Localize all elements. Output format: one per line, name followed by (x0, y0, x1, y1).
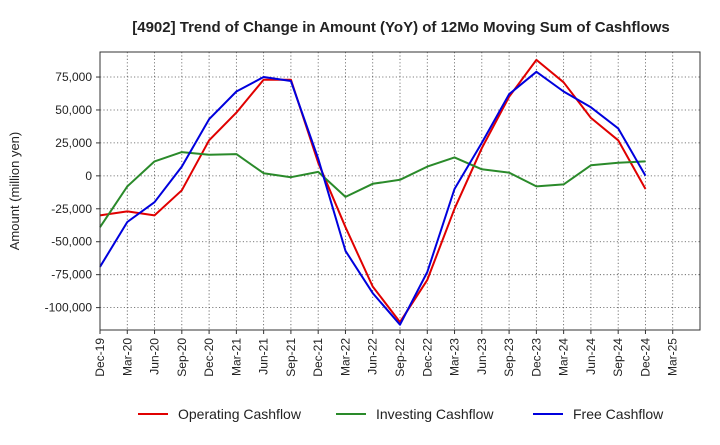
x-tick-label: Sep-23 (502, 338, 516, 377)
x-tick-label: Mar-20 (120, 338, 134, 376)
series-layer (99, 58, 647, 326)
x-tick-label: Jun-22 (366, 338, 380, 375)
x-tick-label: Sep-24 (611, 338, 625, 377)
y-axis-label: Amount (million yen) (7, 132, 22, 251)
x-tick-label: Dec-20 (202, 338, 216, 377)
series-line-free-cashflow (99, 70, 647, 326)
x-tick-label: Dec-23 (529, 338, 543, 377)
x-tick-label: Mar-24 (557, 338, 571, 376)
series-line-investing-cashflow (99, 151, 646, 228)
x-tick-label: Jun-24 (584, 338, 598, 375)
x-tick-labels: Dec-19 Mar-20 Jun-20 Sep-20 Dec-20 Mar-21 Jun-… (93, 330, 680, 377)
x-tick-label: Mar-23 (448, 338, 462, 376)
x-tick-label: Dec-24 (638, 338, 652, 377)
x-tick-label: Jun-23 (475, 338, 489, 375)
y-tick-label: 0 (85, 169, 92, 183)
x-tick-label: Mar-21 (229, 338, 243, 376)
legend-label-operating-cashflow: Operating Cashflow (178, 406, 302, 422)
x-tick-label: Sep-20 (175, 338, 189, 377)
x-tick-label: Dec-22 (420, 338, 434, 377)
y-tick-label: 50,000 (55, 103, 92, 117)
y-tick-label: 25,000 (55, 136, 92, 150)
y-tick-label: -25,000 (51, 202, 92, 216)
y-tick-label: 75,000 (55, 70, 92, 84)
x-tick-label: Dec-21 (311, 338, 325, 377)
chart-title: [4902] Trend of Change in Amount (YoY) o… (132, 19, 670, 36)
y-tick-label: -100,000 (45, 301, 93, 315)
x-tick-label: Jun-21 (257, 338, 271, 375)
x-tick-label: Sep-21 (284, 338, 298, 377)
series-line-operating-cashflow (99, 58, 647, 324)
x-tick-label: Mar-25 (666, 338, 680, 376)
x-tick-label: Sep-22 (393, 338, 407, 377)
legend-label-free-cashflow: Free Cashflow (573, 406, 664, 422)
legend: Operating Cashflow Investing Cashflow Free… (138, 406, 664, 422)
x-tick-label: Dec-19 (93, 338, 107, 377)
legend-label-investing-cashflow: Investing Cashflow (376, 406, 494, 422)
y-tick-label: -50,000 (51, 235, 92, 249)
grid-layer (100, 52, 700, 330)
y-tick-labels: -100,000 -75,000 -50,000 -25,000 0 25,000 50,0… (45, 70, 100, 315)
x-tick-label: Jun-20 (148, 338, 162, 375)
y-tick-label: -75,000 (51, 268, 92, 282)
x-tick-label: Mar-22 (338, 338, 352, 376)
